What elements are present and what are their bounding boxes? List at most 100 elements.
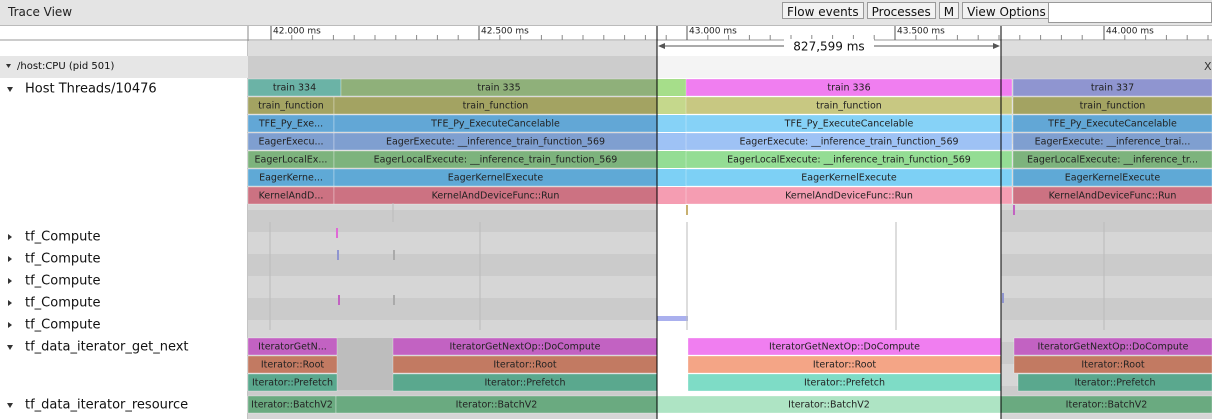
slice-label: IteratorGetN...: [258, 342, 327, 353]
slice[interactable]: [1012, 168, 1212, 187]
slice-label: KernelAndDeviceFunc::Run: [1049, 191, 1177, 202]
slice-label: Iterator::BatchV2: [251, 400, 333, 411]
collapse-icon: [6, 64, 11, 68]
button-group: Flow events Processes M View Options: [782, 2, 1051, 19]
slice[interactable]: [685, 168, 1013, 187]
slice[interactable]: [1012, 114, 1212, 133]
slice-gap: [657, 151, 686, 168]
slice-label: EagerLocalExecute: __inference_train_fun…: [374, 155, 618, 166]
slice-label: EagerKernelExecute: [448, 173, 544, 184]
slice-label: EagerExecute: __inference_train_function…: [739, 137, 958, 148]
slice-label: train 334: [273, 83, 316, 94]
slice-label: IteratorGetNextOp::DoCompute: [450, 342, 601, 353]
slice-label: TFE_Py_ExecuteCancelable: [784, 119, 914, 130]
empty-row: [657, 205, 1001, 222]
slice[interactable]: [247, 355, 338, 374]
slice-gap: [657, 169, 686, 186]
slice[interactable]: [685, 114, 1013, 133]
slice-label: IteratorGetNextOp::DoCompute: [1038, 342, 1189, 353]
slice[interactable]: [1012, 132, 1212, 151]
slice-label: KernelAndDeviceFunc::Run: [432, 191, 560, 202]
close-button[interactable]: X: [1204, 60, 1212, 73]
tick-label: 44.000 ms: [1106, 27, 1154, 37]
slice-label: Iterator::Root: [813, 360, 877, 371]
slice[interactable]: [685, 132, 1013, 151]
slice-label: Iterator::Prefetch: [252, 378, 333, 389]
search-box[interactable]: [1048, 2, 1212, 23]
slice[interactable]: [1013, 337, 1212, 356]
slice-label: KernelAndDeviceFunc::Run: [785, 191, 913, 202]
measure-label: 827,599 ms: [793, 40, 864, 54]
slice-label: EagerLocalEx...: [255, 155, 328, 166]
slice[interactable]: [685, 78, 1013, 97]
slice-label: Iterator::Prefetch: [484, 378, 565, 389]
slice-label: Iterator::BatchV2: [788, 400, 870, 411]
slice-label: TFE_Py_ExecuteCancelable: [1047, 119, 1177, 130]
compute-slice: [657, 316, 688, 321]
tick-label: 43.500 ms: [897, 27, 945, 37]
tiny-slice: [393, 250, 395, 260]
thread-label: Host Threads/10476: [25, 82, 157, 97]
thread-label: tf_data_iterator_get_next: [25, 340, 189, 355]
slice-label: EagerLocalExecute: __inference_train_fun…: [727, 155, 971, 166]
expander-icon[interactable]: [8, 256, 12, 262]
app-title: Trace View: [8, 5, 73, 19]
slice[interactable]: [1017, 373, 1212, 392]
tiny-slice: [393, 295, 395, 305]
slice-label: Iterator::Prefetch: [804, 378, 885, 389]
m-button[interactable]: M: [938, 2, 960, 19]
process-header-left: [0, 56, 248, 78]
measure-label-bg: [784, 39, 874, 54]
slice-gap: [657, 115, 686, 132]
slice[interactable]: [1012, 186, 1212, 205]
slice-label: train_function: [1080, 101, 1146, 112]
slice[interactable]: [1012, 78, 1212, 97]
thread-label: tf_Compute: [25, 252, 100, 267]
left-ruler-bg: [0, 26, 248, 56]
tick-label: 42.000 ms: [273, 27, 321, 37]
tiny-slice: [1013, 205, 1015, 215]
slice-label: EagerExecute: __inference_trai...: [1035, 137, 1191, 148]
expander-icon[interactable]: [8, 322, 12, 328]
slice-label: EagerExecute: __inference_train_function…: [386, 137, 605, 148]
slice-label: Iterator::Root: [1081, 360, 1145, 371]
expander-icon[interactable]: [7, 87, 13, 92]
idle-bg: [337, 338, 393, 390]
slice-label: Iterator::BatchV2: [456, 400, 538, 411]
slice-gap: [657, 187, 686, 204]
slice-label: TFE_Py_Exe...: [258, 119, 323, 130]
slice[interactable]: [1012, 96, 1212, 115]
slice[interactable]: [685, 96, 1013, 115]
slice[interactable]: [1013, 355, 1212, 374]
processes-button[interactable]: Processes: [866, 2, 936, 19]
expander-icon[interactable]: [7, 345, 13, 350]
expander-icon[interactable]: [8, 300, 12, 306]
slice[interactable]: [247, 337, 338, 356]
slice-label: train_function: [463, 101, 529, 112]
slice[interactable]: [247, 373, 338, 392]
expander-icon[interactable]: [8, 278, 12, 284]
thread-label: tf_data_iterator_resource: [25, 398, 188, 413]
tick-label: 42.500 ms: [481, 27, 529, 37]
ruler-out: [1001, 41, 1212, 56]
slice-gap: [657, 79, 686, 96]
thread-label: tf_Compute: [25, 296, 100, 311]
slice-label: KernelAndD...: [259, 191, 324, 202]
expander-icon[interactable]: [7, 403, 13, 408]
slice-label: Iterator::BatchV2: [1066, 400, 1148, 411]
ruler-out: [248, 41, 657, 56]
slice-label: Iterator::Root: [493, 360, 557, 371]
slice-label: EagerLocalExecute: __inference_tr...: [1027, 155, 1198, 166]
view-options-button[interactable]: View Options: [962, 2, 1051, 19]
slice-label: train 336: [827, 83, 870, 94]
expander-icon[interactable]: [8, 234, 12, 240]
flow-events-button[interactable]: Flow events: [782, 2, 864, 19]
slice[interactable]: [685, 186, 1013, 205]
slice-label: EagerKernelExecute: [801, 173, 897, 184]
tiny-slice: [336, 228, 338, 238]
slice[interactable]: [685, 150, 1013, 169]
slice-label: Iterator::Prefetch: [1074, 378, 1155, 389]
process-header-sel: [657, 56, 1001, 78]
slice[interactable]: [1012, 150, 1212, 169]
